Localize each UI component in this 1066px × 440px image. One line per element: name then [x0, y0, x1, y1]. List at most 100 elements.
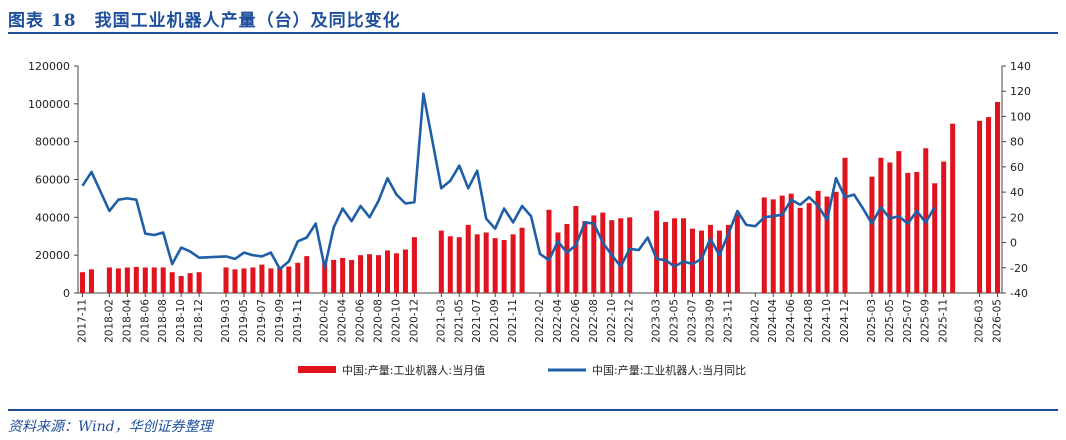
y-right-tick-label: 60 [1010, 161, 1024, 174]
y-right-tick-label: 140 [1010, 60, 1031, 73]
bar [196, 272, 202, 293]
bar [977, 120, 983, 293]
bar [187, 273, 193, 293]
y-left-tick-label: 120000 [28, 60, 70, 73]
bar [941, 161, 947, 293]
y-right-tick-label: -40 [1010, 287, 1028, 300]
bar [878, 157, 884, 293]
x-tick-label: 2019-07 [256, 299, 268, 343]
bar [573, 205, 579, 293]
legend-line-label: 中国:产量:工业机器人:当月同比 [592, 363, 746, 377]
x-tick-label: 2023-05 [669, 299, 681, 343]
x-tick-label: 2021-07 [471, 299, 483, 343]
x-tick-label: 2019-03 [220, 299, 232, 343]
bar [950, 123, 956, 293]
bar [492, 238, 498, 293]
bar [824, 196, 830, 293]
x-tick-label: 2022-10 [606, 299, 618, 343]
y-left-tick-label: 20000 [35, 249, 70, 262]
bar [474, 234, 480, 293]
y-right-tick-label: 120 [1010, 85, 1031, 98]
bar [304, 256, 310, 293]
bar [160, 267, 166, 293]
x-tick-label: 2019-09 [274, 299, 286, 343]
bar [358, 255, 364, 293]
y-left-tick-label: 60000 [35, 174, 70, 187]
bar [447, 236, 453, 293]
bar [456, 237, 462, 293]
x-tick-label: 2024-12 [839, 299, 851, 343]
x-tick-label: 2022-06 [570, 299, 582, 343]
legend: 中国:产量:工业机器人:当月值 中国:产量:工业机器人:当月同比 [298, 363, 746, 377]
bar [115, 268, 121, 293]
bar [106, 267, 112, 293]
bar [815, 190, 821, 293]
bar [223, 267, 229, 293]
x-tick-label: 2022-12 [624, 299, 636, 343]
bar [142, 267, 148, 293]
x-tick-label: 2017-11 [76, 299, 88, 343]
y-left-tick-label: 0 [63, 287, 70, 300]
bar [725, 224, 731, 293]
x-tick-label: 2025-09 [920, 299, 932, 343]
x-tick-label: 2023-09 [704, 299, 716, 343]
x-tick-label: 2020-12 [408, 299, 420, 343]
y-right-tick-label: 40 [1010, 186, 1024, 199]
bar [582, 221, 588, 293]
x-tick-label: 2025-03 [866, 299, 878, 343]
y-right-tick-label: 20 [1010, 211, 1024, 224]
bar [914, 171, 920, 293]
bar [277, 267, 283, 293]
x-tick-label: 2024-06 [785, 299, 797, 343]
bar [402, 249, 408, 293]
bar [689, 228, 696, 293]
bar [322, 260, 328, 293]
x-tick-label: 2022-04 [552, 299, 564, 343]
bar [295, 262, 301, 293]
bar [627, 217, 633, 293]
bar [932, 183, 938, 293]
x-tick-label: 2020-04 [337, 299, 349, 343]
bar [268, 268, 274, 293]
x-tick-label: 2026-05 [992, 299, 1004, 343]
bar [797, 207, 803, 293]
bar [250, 267, 256, 293]
axes [74, 65, 1006, 297]
line-series [81, 92, 936, 271]
bar [707, 224, 713, 293]
bar [169, 272, 175, 293]
bar [79, 272, 85, 293]
bar [178, 275, 184, 293]
yoy-line [81, 92, 936, 271]
bottom-divider [8, 409, 1058, 411]
bar [151, 267, 157, 293]
bar [896, 151, 902, 293]
x-tick-label: 2021-11 [507, 299, 519, 343]
bar [88, 269, 94, 293]
x-tick-label: 2024-02 [749, 299, 761, 343]
figure-title: 图表 18 我国工业机器人产量（台）及同比变化 [8, 11, 401, 31]
bar [600, 212, 606, 293]
bar [663, 222, 669, 293]
x-tick-label: 2023-07 [687, 299, 699, 343]
legend-bar-swatch [298, 366, 336, 373]
x-tick-label: 2018-08 [157, 299, 169, 343]
bar [591, 215, 597, 293]
y-right-tick-label: -20 [1010, 262, 1028, 275]
bar [770, 199, 776, 293]
x-tick-label: 2018-02 [103, 299, 115, 343]
x-tick-label: 2021-03 [435, 299, 447, 343]
bar [259, 264, 265, 293]
x-tick-label: 2019-05 [238, 299, 250, 343]
x-tick-label: 2022-02 [534, 299, 546, 343]
bar [510, 234, 516, 293]
x-tick-label: 2025-05 [884, 299, 896, 343]
bar [716, 230, 722, 293]
bar [905, 172, 911, 293]
bar [367, 254, 373, 293]
bar [286, 266, 292, 293]
y-right-tick-label: 0 [1010, 237, 1017, 250]
bar [555, 232, 561, 293]
x-tick-label: 2018-04 [121, 299, 133, 343]
